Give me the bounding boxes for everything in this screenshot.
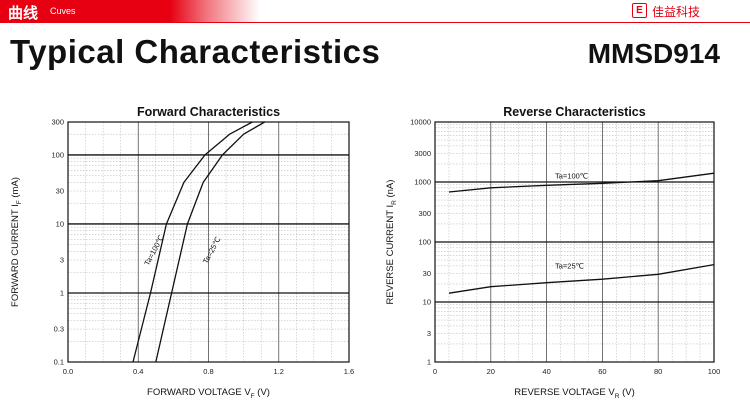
y-tick-label: 100 [51,150,64,159]
chart-title: Forward Characteristics [137,105,280,119]
x-tick-label: 1.2 [274,367,284,376]
banner-divider [0,22,750,23]
y-tick-label: 300 [51,118,64,127]
banner-fade [170,0,260,22]
y-tick-label: 3 [60,256,64,265]
series-line-ta-100 [448,172,715,193]
chart-title: Reverse Characteristics [503,105,645,119]
series-label-ta-100: Ta=100℃ [142,233,166,267]
forward-characteristics-chart: Forward Characteristics 0.0 0.4 0.8 1.2 1.6 0.… [10,105,354,400]
y-tick-label: 1 [427,358,431,367]
y-tick-label: 3000 [414,149,431,158]
series-label-ta-100: Ta=100℃ [555,171,588,180]
x-tick-label: 40 [542,367,550,376]
x-tick-label: 80 [654,367,662,376]
series-line-ta-25 [448,263,715,294]
y-tick-label: 10000 [410,118,431,127]
x-tick-label: 0.4 [133,367,143,376]
y-tick-label: 1000 [414,178,431,187]
x-tick-label: 0.0 [63,367,73,376]
y-axis-label: REVERSE CURRENT IR (nA) [385,180,398,305]
x-tick-label: 100 [708,367,721,376]
banner-red-band [0,0,170,22]
plot-frame [67,121,350,363]
series-line-ta-25 [155,121,266,363]
part-number: MMSD914 [587,38,720,69]
series-label-ta-25: Ta=25℃ [555,262,584,271]
y-tick-label: 0.3 [54,325,64,334]
y-axis-label: FORWARD CURRENT IF (mA) [10,177,23,307]
y-tick-label: 100 [418,238,431,247]
x-tick-label: 0 [433,367,437,376]
top-banner: 曲线 Cuves E 佳益科技 [0,0,750,22]
plot-frame [434,121,715,363]
x-tick-label: 1.6 [344,367,354,376]
series-label-ta-25: Ta=25℃ [201,235,223,265]
y-tick-label: 30 [423,269,431,278]
y-tick-label: 300 [418,209,431,218]
y-tick-label: 30 [56,187,64,196]
y-tick-label: 10 [423,298,431,307]
brand-logo-icon: E [632,3,647,18]
page-title: Typical Characteristics [10,33,381,70]
reverse-characteristics-chart: Reverse Characteristics 0 20 40 60 80 100 1 3 10 3… [385,105,721,400]
y-tick-label: 10 [56,219,64,228]
x-tick-label: 0.8 [203,367,213,376]
x-axis-label: REVERSE VOLTAGE VR (V) [514,387,635,400]
y-tick-label: 3 [427,329,431,338]
y-tick-label: 0.1 [54,358,64,367]
section-title-zh: 曲线 [8,5,39,22]
x-tick-label: 60 [598,367,606,376]
series-line-ta-100 [132,121,253,363]
section-title-en: Cuves [50,6,76,16]
x-axis-label: FORWARD VOLTAGE VF (V) [147,387,270,400]
x-tick-label: 20 [487,367,495,376]
y-tick-label: 1 [60,288,64,297]
brand-name: 佳益科技 [652,5,701,19]
